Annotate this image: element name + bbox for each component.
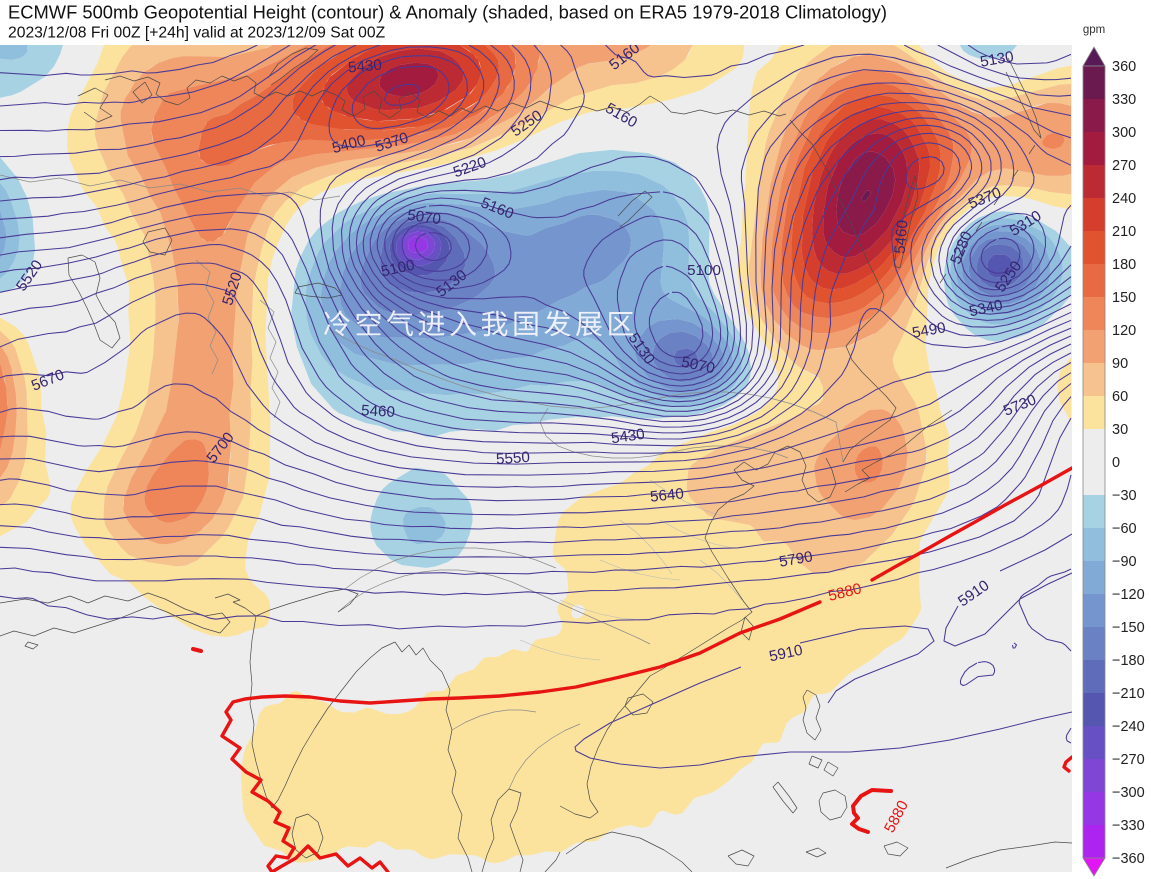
svg-text:5340: 5340	[968, 297, 1005, 321]
svg-text:−300: −300	[1112, 785, 1145, 801]
svg-text:5070: 5070	[680, 354, 717, 378]
svg-text:2023/12/08 Fri 00Z [+24h] vali: 2023/12/08 Fri 00Z [+24h] valid at 2023/…	[8, 25, 386, 42]
svg-text:5100: 5100	[380, 257, 417, 281]
svg-text:60: 60	[1112, 389, 1128, 405]
svg-text:120: 120	[1112, 323, 1136, 339]
svg-text:−180: −180	[1112, 653, 1145, 669]
svg-text:ECMWF 500mb Geopotential Heigh: ECMWF 500mb Geopotential Height (contour…	[8, 2, 887, 23]
svg-text:−150: −150	[1112, 620, 1145, 636]
svg-text:5550: 5550	[496, 449, 531, 468]
svg-text:5790: 5790	[778, 548, 814, 571]
svg-text:30: 30	[1112, 422, 1128, 438]
svg-text:−120: −120	[1112, 587, 1145, 603]
svg-text:270: 270	[1112, 158, 1136, 174]
svg-text:5070: 5070	[406, 207, 442, 229]
svg-text:gpm: gpm	[1083, 24, 1105, 36]
svg-text:90: 90	[1112, 356, 1128, 372]
svg-text:−90: −90	[1112, 554, 1137, 570]
svg-text:5130: 5130	[979, 48, 1015, 71]
svg-text:5490: 5490	[911, 319, 947, 342]
svg-text:180: 180	[1112, 257, 1136, 273]
svg-text:−210: −210	[1112, 686, 1145, 702]
svg-text:300: 300	[1112, 125, 1136, 141]
svg-text:−30: −30	[1112, 488, 1137, 504]
svg-text:150: 150	[1112, 290, 1136, 306]
svg-text:240: 240	[1112, 191, 1136, 207]
svg-text:−240: −240	[1112, 719, 1145, 735]
svg-text:5430: 5430	[610, 426, 646, 448]
svg-text:0: 0	[1112, 455, 1120, 471]
svg-text:−270: −270	[1112, 752, 1145, 768]
svg-text:−330: −330	[1112, 818, 1145, 834]
svg-text:5910: 5910	[768, 642, 805, 666]
svg-text:5460: 5460	[361, 402, 396, 421]
svg-text:5430: 5430	[347, 57, 382, 77]
svg-text:−360: −360	[1112, 851, 1145, 867]
svg-text:−60: −60	[1112, 521, 1137, 537]
svg-text:330: 330	[1112, 92, 1136, 108]
svg-text:360: 360	[1112, 59, 1136, 75]
svg-text:5460: 5460	[892, 219, 912, 254]
svg-text:5100: 5100	[687, 262, 721, 279]
svg-text:210: 210	[1112, 224, 1136, 240]
svg-text:5640: 5640	[649, 485, 684, 505]
